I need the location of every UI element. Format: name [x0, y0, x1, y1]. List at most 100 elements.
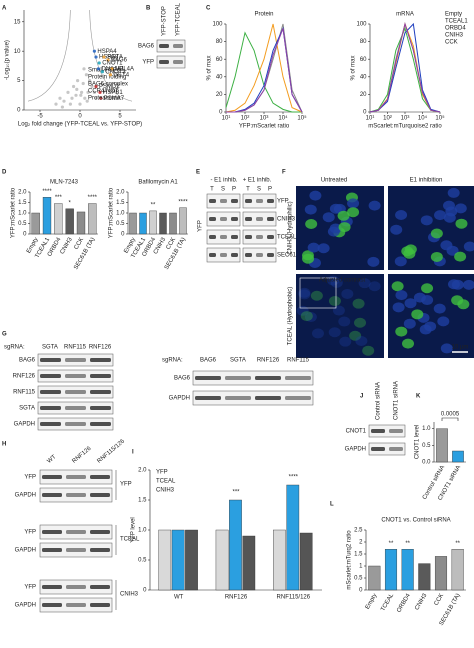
bar — [185, 529, 198, 591]
significance: ** — [389, 541, 394, 547]
x-tick-label: CCK — [74, 237, 86, 251]
point-label: HSPA4 — [97, 49, 117, 55]
row-label: RNF126 — [13, 374, 36, 380]
cell — [394, 256, 407, 267]
cell — [304, 312, 317, 323]
y-axis-label: % of max — [207, 55, 213, 80]
sgrna-label: sgRNA: — [162, 358, 183, 364]
cell — [330, 277, 343, 288]
data-point — [72, 84, 76, 89]
p-value: 0.0005 — [441, 412, 460, 418]
bar — [171, 529, 185, 591]
group-label: TCEAL — [120, 537, 140, 543]
row-label: YFP — [24, 475, 36, 481]
lane-label: SGTA — [42, 345, 58, 351]
cell — [329, 203, 342, 214]
histogram-line — [226, 28, 303, 113]
lane-label: RNF115/126 — [96, 438, 126, 465]
bar — [54, 203, 63, 235]
data-point — [94, 96, 98, 100]
bar — [158, 529, 172, 591]
blot-band — [42, 530, 62, 534]
x-axis-label: mScarlet:mTurquoise2 ratio — [368, 124, 442, 130]
x-tick-label: 10¹ — [222, 116, 231, 122]
sgrna-label: sgRNA: — [4, 345, 25, 351]
x-tick-label: ORBD4 — [396, 592, 412, 613]
data-point — [66, 90, 70, 94]
bar — [242, 535, 256, 591]
legend-entry: Proteasome — [88, 96, 121, 102]
bar — [139, 212, 147, 235]
data-point — [88, 78, 92, 83]
blot-band — [66, 493, 86, 497]
x-tick-label: 10¹ — [366, 116, 375, 122]
blot-band — [65, 422, 86, 426]
row-label: GAPDH — [14, 422, 35, 428]
cell — [430, 228, 443, 239]
row-label: TCEAL — [277, 235, 297, 241]
point-label: HSPA8 — [99, 55, 119, 61]
blot-strip — [156, 55, 186, 69]
data-point — [110, 67, 114, 71]
blot-band — [220, 199, 227, 203]
data-point — [98, 90, 102, 94]
x-tick-label: CCK — [434, 593, 446, 607]
blot-band — [90, 603, 110, 607]
y-tick-label: 0.5 — [422, 443, 431, 449]
cell — [338, 316, 351, 327]
x-tick-label: 10² — [383, 116, 392, 122]
y-tick-label: 0.5 — [354, 576, 363, 582]
row-label: BAG6 — [19, 358, 36, 364]
fraction-label: S — [257, 187, 261, 193]
cell — [358, 278, 371, 289]
x-tick-label: CNIH3 — [60, 236, 75, 255]
inset-box — [299, 277, 337, 309]
data-point — [102, 55, 106, 59]
panel-letter: D — [2, 170, 7, 176]
row-label: GAPDH — [15, 603, 36, 609]
x-tick-label: -5 — [37, 114, 43, 120]
cell — [347, 207, 360, 218]
panel-letter: A — [2, 6, 7, 12]
cell — [462, 279, 474, 290]
bar — [451, 549, 464, 591]
y-tick-label: 0 — [363, 110, 367, 116]
cell — [304, 204, 317, 215]
y-tick-label: 0 — [143, 588, 147, 594]
cell — [437, 316, 450, 327]
significance: **** — [178, 199, 188, 205]
cell — [451, 295, 464, 306]
x-tick-label: 10⁵ — [297, 115, 307, 122]
data-point — [86, 90, 90, 94]
data-point — [60, 105, 64, 109]
bar — [286, 484, 300, 591]
blot-band — [389, 429, 403, 433]
blot-band — [209, 235, 216, 239]
blot-band — [65, 374, 86, 378]
column-label: Untreated — [321, 178, 347, 184]
blot-band — [209, 217, 216, 221]
row-label: CNIH3 — [277, 217, 296, 223]
y-axis-label: % of max — [351, 55, 357, 80]
cell — [328, 296, 341, 307]
legend-entry: Empty — [445, 12, 462, 18]
blot-band — [173, 44, 183, 48]
cell — [349, 330, 362, 341]
lane-label: RNF115 — [64, 345, 87, 351]
data-point — [85, 99, 89, 103]
data-point — [54, 102, 58, 106]
lane-label: Control siRNA — [376, 382, 382, 420]
blot-band — [42, 475, 62, 479]
blot-band — [90, 422, 111, 426]
data-point — [100, 70, 104, 74]
threshold-curve — [27, 9, 71, 102]
cell — [411, 309, 424, 320]
cell — [392, 302, 405, 313]
cell — [337, 210, 350, 221]
bar — [418, 563, 431, 591]
fraction-label: P — [232, 187, 236, 193]
y-axis-label: CNOT1 level — [415, 425, 421, 459]
cell — [309, 190, 322, 201]
blot-band — [66, 530, 86, 534]
